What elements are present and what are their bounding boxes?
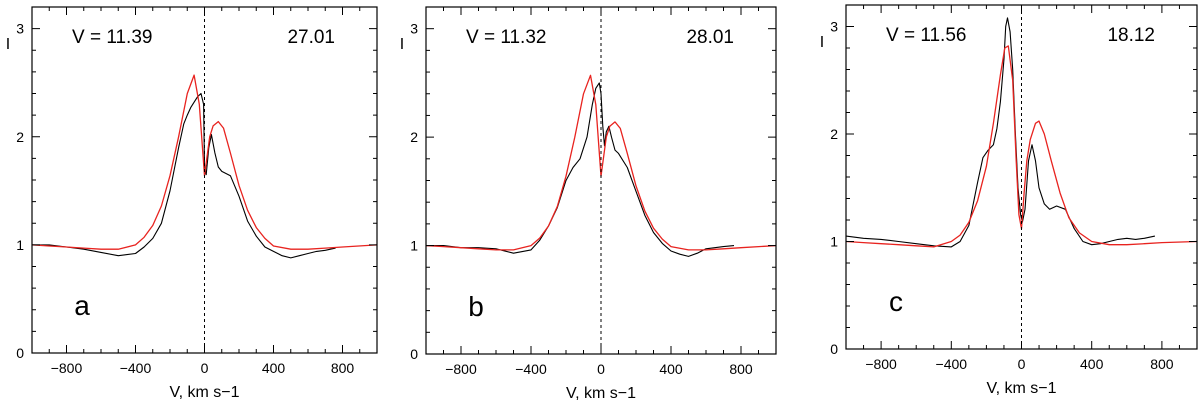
x-tick-label: −800 <box>865 356 897 372</box>
x-tick-label: −400 <box>936 356 968 372</box>
x-tick-label: 800 <box>729 361 753 377</box>
y-tick-label: 3 <box>16 21 24 37</box>
observed-line <box>426 82 735 257</box>
x-tick-label: 0 <box>201 360 209 376</box>
x-tick-label: 400 <box>262 360 286 376</box>
y-tick-label: 0 <box>16 345 24 361</box>
x-axis-label: V, km s−1 <box>986 380 1056 397</box>
y-axis-label: I <box>400 36 404 53</box>
x-tick-label: 0 <box>597 361 605 377</box>
velocity-annotation: V = 11.56 <box>886 25 966 46</box>
x-tick-label: 400 <box>1080 356 1104 372</box>
x-tick-label: −800 <box>51 360 83 376</box>
observed-line <box>846 17 1156 248</box>
y-tick-label: 0 <box>830 341 838 357</box>
x-tick-label: −400 <box>120 360 152 376</box>
date-annotation: 27.01 <box>287 27 335 48</box>
y-tick-label: 2 <box>830 126 838 142</box>
panel-a: −800 −400 0 400 800 0 1 2 3I V, km s−1 V = 11.39 27… <box>6 6 378 401</box>
y-tick-label: 3 <box>410 21 418 37</box>
x-tick-label: −400 <box>515 361 547 377</box>
panel-c: −800 −400 0 400 800 0 1 2 3I V, km s−1 V = 11.56 18… <box>820 4 1198 397</box>
velocity-annotation: V = 11.39 <box>72 27 152 48</box>
x-tick-label: 400 <box>659 361 683 377</box>
x-axis-label: V, km s−1 <box>169 384 239 401</box>
model-line <box>846 45 1197 248</box>
x-tick-label: −800 <box>445 361 477 377</box>
x-axis-label: V, km s−1 <box>566 385 636 402</box>
panel-label: c <box>889 286 903 317</box>
y-tick-label: 0 <box>410 346 418 362</box>
panel-label: b <box>468 291 484 322</box>
y-tick-label: 2 <box>410 129 418 145</box>
velocity-annotation: V = 11.32 <box>466 27 546 48</box>
x-tick-label: 800 <box>331 360 355 376</box>
y-tick-label: 1 <box>16 237 24 253</box>
y-tick-label: 2 <box>16 129 24 145</box>
y-tick-label: 1 <box>830 234 838 250</box>
observed-line <box>32 92 336 259</box>
x-tick-label: 0 <box>1018 356 1026 372</box>
y-axis-label: I <box>820 34 824 51</box>
y-tick-label: 3 <box>830 19 838 35</box>
panel-label: a <box>74 290 90 321</box>
y-tick-label: 1 <box>410 238 418 254</box>
panel-b: −800 −400 0 400 800 0 1 2 3I V, km s−1 V = 11.32 28… <box>400 6 777 402</box>
date-annotation: 28.01 <box>686 27 734 48</box>
series-group <box>846 17 1197 248</box>
date-annotation: 18.12 <box>1107 25 1155 46</box>
x-tick-label: 800 <box>1150 356 1174 372</box>
y-axis-label: I <box>6 36 10 53</box>
